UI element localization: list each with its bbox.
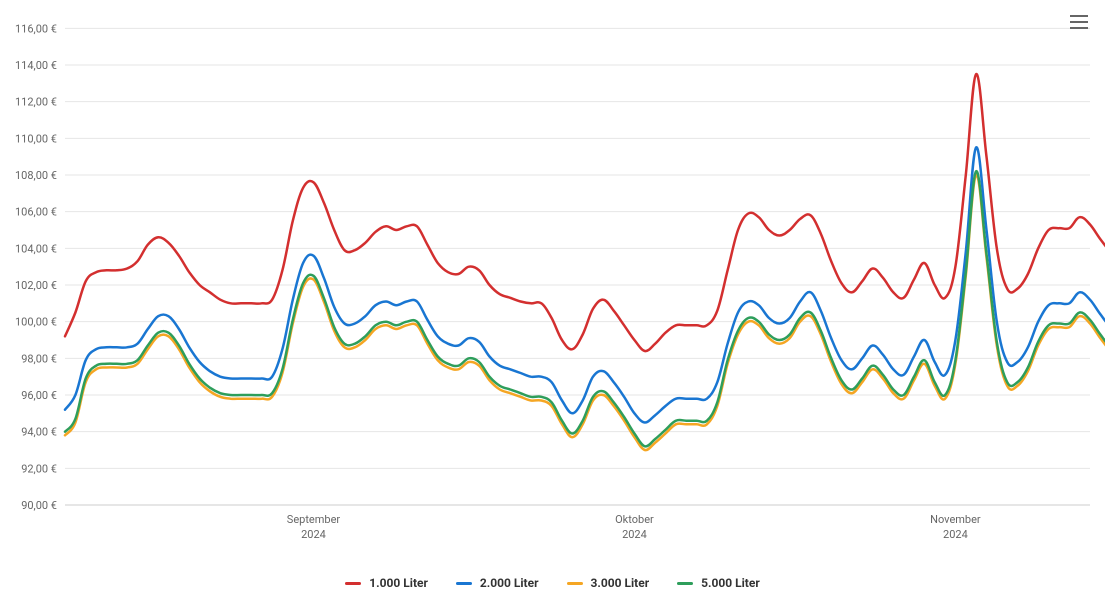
price-chart: 90,00 € 92,00 € 94,00 € 96,00 € 98,00 € 100,0… (0, 0, 1105, 602)
y-tick-label: 102,00 € (15, 279, 57, 292)
hamburger-icon (1070, 15, 1088, 29)
legend-item[interactable]: 5.000 Liter (677, 576, 760, 590)
y-tick-label: 106,00 € (15, 206, 57, 219)
y-tick-label: 116,00 € (15, 22, 57, 35)
chart-menu-button[interactable] (1065, 8, 1093, 36)
legend-item[interactable]: 3.000 Liter (567, 576, 650, 590)
x-tick-sublabel: 2024 (943, 528, 968, 541)
x-tick-sublabel: 2024 (301, 528, 326, 541)
legend-item[interactable]: 1.000 Liter (345, 576, 428, 590)
y-tick-label: 94,00 € (21, 426, 57, 439)
y-tick-label: 100,00 € (15, 316, 57, 329)
legend: 1.000 Liter 2.000 Liter 3.000 Liter 5.000 L… (0, 576, 1105, 590)
legend-label: 2.000 Liter (480, 576, 539, 590)
series-line (65, 74, 1105, 351)
legend-label: 3.000 Liter (591, 576, 650, 590)
legend-label: 5.000 Liter (701, 576, 760, 590)
y-tick-label: 96,00 € (21, 389, 57, 402)
y-tick-label: 104,00 € (15, 242, 57, 255)
y-tick-label: 98,00 € (21, 352, 57, 365)
y-tick-label: 92,00 € (21, 462, 57, 475)
series-line (65, 171, 1105, 446)
chart-canvas: 90,00 € 92,00 € 94,00 € 96,00 € 98,00 € 100,0… (0, 0, 1105, 560)
x-tick-label: September (287, 513, 341, 526)
y-tick-label: 114,00 € (15, 59, 57, 72)
legend-swatch (567, 582, 583, 585)
legend-swatch (456, 582, 472, 585)
y-tick-label: 108,00 € (15, 169, 57, 182)
x-tick-label: Oktober (615, 513, 654, 526)
y-tick-label: 90,00 € (21, 499, 57, 512)
legend-swatch (345, 582, 361, 585)
series-line (65, 175, 1105, 450)
legend-item[interactable]: 2.000 Liter (456, 576, 539, 590)
x-tick-sublabel: 2024 (622, 528, 647, 541)
legend-swatch (677, 582, 693, 585)
legend-label: 1.000 Liter (369, 576, 428, 590)
y-tick-label: 110,00 € (15, 132, 57, 145)
x-tick-label: November (930, 513, 981, 526)
y-tick-label: 112,00 € (15, 96, 57, 109)
